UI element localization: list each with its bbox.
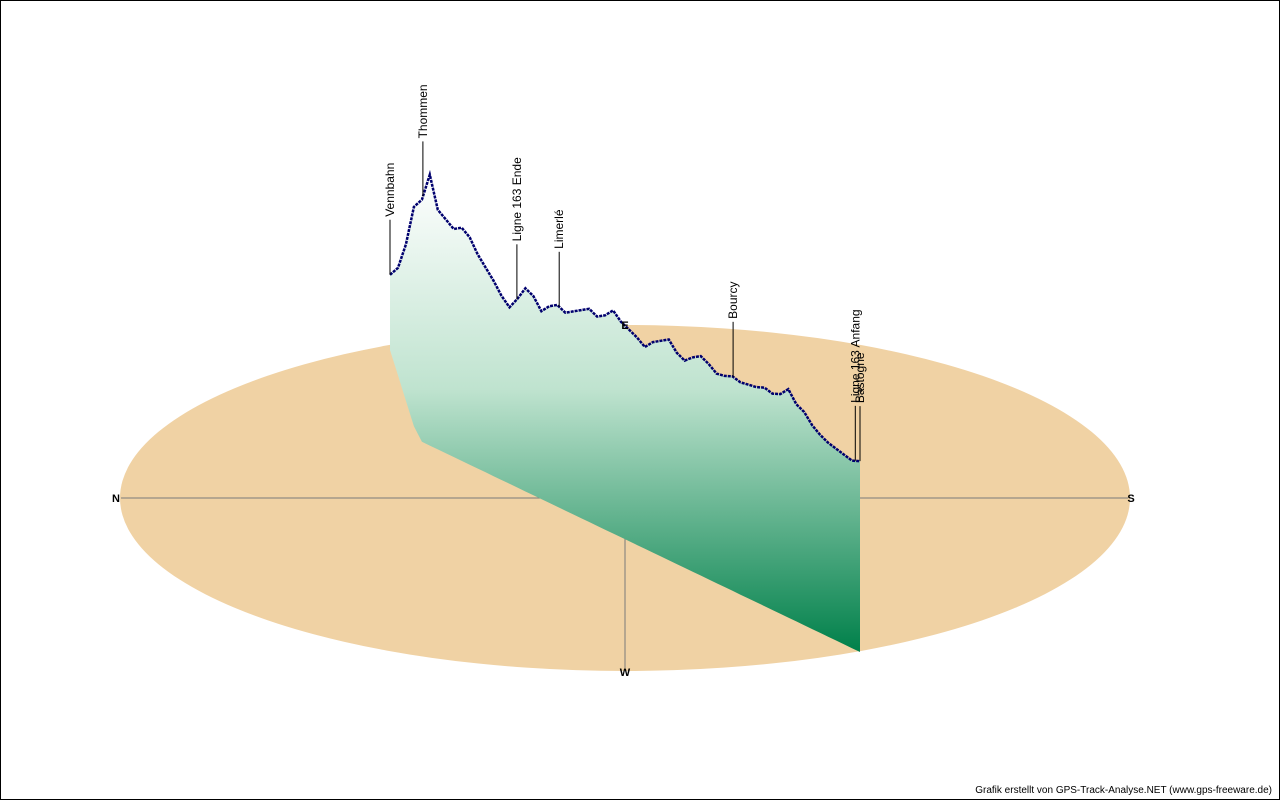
credit-text: Grafik erstellt von GPS-Track-Analyse.NE…: [975, 785, 1272, 796]
compass-south-label: S: [1127, 493, 1134, 505]
waypoint-label: Bourcy: [726, 281, 740, 318]
waypoint-label: Limerlé: [552, 209, 566, 249]
waypoint-label: Ligne 163 Anfang: [848, 309, 862, 402]
profile-area: [390, 174, 860, 652]
waypoint-label: Bastogne: [853, 352, 867, 403]
profile-curtain: [389, 169, 861, 652]
waypoint-markers: Vennbahn Thommen Ligne 163 Ende Limerlé Bour…: [383, 84, 867, 462]
compass-north-label: N: [112, 493, 120, 505]
compass-west-label: W: [620, 667, 631, 679]
waypoint-label: Ligne 163 Ende: [510, 157, 524, 241]
waypoint-label: Thommen: [416, 84, 430, 138]
compass-east-label: E: [621, 320, 628, 332]
profile-line: [389, 169, 861, 463]
waypoint-label: Vennbahn: [383, 163, 397, 217]
